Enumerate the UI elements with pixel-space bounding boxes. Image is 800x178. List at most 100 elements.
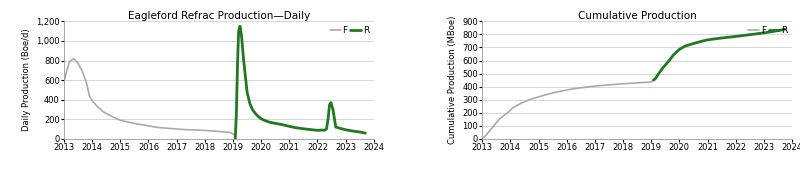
F — [626, 82, 636, 84]
F — [61, 75, 70, 77]
F — [183, 129, 193, 131]
R — [322, 128, 331, 130]
F — [59, 81, 69, 83]
R — [737, 35, 746, 37]
F — [98, 111, 108, 113]
R — [233, 64, 242, 66]
R — [680, 45, 690, 47]
F — [78, 70, 87, 72]
F — [526, 98, 535, 101]
F — [585, 86, 594, 88]
R — [276, 123, 286, 125]
R — [285, 125, 294, 127]
Legend: F, R: F, R — [748, 26, 787, 35]
F — [115, 119, 125, 121]
Line: F: F — [64, 59, 235, 135]
F — [643, 81, 653, 83]
R — [231, 113, 241, 115]
R — [338, 128, 348, 130]
Y-axis label: Daily Production (Boe/d): Daily Production (Boe/d) — [22, 29, 30, 131]
F — [602, 84, 611, 86]
F — [508, 106, 518, 109]
R — [745, 34, 754, 36]
Line: R: R — [235, 26, 366, 139]
F — [69, 57, 78, 60]
R — [307, 129, 317, 131]
F — [502, 112, 512, 114]
R — [230, 138, 240, 140]
R — [697, 40, 706, 42]
R — [674, 48, 684, 51]
F — [550, 91, 560, 93]
Title: Cumulative Production: Cumulative Production — [578, 11, 697, 21]
F — [567, 88, 577, 90]
R — [663, 61, 673, 63]
R — [767, 30, 777, 33]
F — [542, 93, 552, 96]
F — [618, 83, 628, 85]
R — [754, 33, 763, 35]
Line: F: F — [482, 80, 654, 139]
R — [234, 30, 243, 32]
R — [728, 36, 738, 38]
R — [261, 120, 270, 122]
F — [480, 135, 490, 137]
F — [85, 95, 94, 97]
F — [110, 117, 119, 119]
R — [658, 67, 667, 69]
R — [328, 108, 338, 111]
R — [265, 121, 274, 123]
R — [669, 54, 678, 56]
F — [166, 127, 176, 130]
Y-axis label: Cumulative Production (MBoe): Cumulative Production (MBoe) — [448, 16, 457, 144]
F — [649, 79, 658, 81]
F — [174, 128, 184, 130]
R — [326, 101, 336, 104]
F — [576, 87, 586, 89]
R — [313, 129, 322, 131]
R — [361, 132, 370, 134]
R — [325, 103, 334, 106]
F — [158, 127, 167, 129]
R — [298, 128, 308, 130]
F — [228, 133, 238, 135]
F — [486, 129, 495, 131]
R — [239, 59, 249, 62]
F — [494, 118, 504, 120]
R — [654, 73, 663, 75]
R — [248, 109, 258, 111]
R — [254, 116, 263, 118]
F — [62, 69, 72, 71]
R — [650, 77, 660, 80]
R — [711, 38, 721, 40]
F — [82, 82, 91, 84]
Line: R: R — [654, 29, 785, 80]
R — [702, 39, 712, 41]
F — [87, 100, 97, 102]
R — [355, 131, 365, 133]
R — [250, 112, 260, 115]
F — [104, 114, 114, 116]
F — [517, 102, 526, 104]
R — [290, 127, 300, 129]
F — [74, 62, 83, 64]
R — [720, 37, 730, 39]
R — [245, 103, 254, 105]
R — [256, 118, 266, 120]
R — [689, 43, 698, 45]
F — [200, 129, 210, 132]
Title: Eagleford Refrac Production—Daily: Eagleford Refrac Production—Daily — [128, 11, 310, 21]
F — [141, 124, 150, 126]
Legend: F, R: F, R — [330, 26, 370, 35]
F — [635, 82, 645, 84]
R — [780, 28, 790, 30]
R — [317, 129, 326, 131]
R — [649, 79, 658, 81]
F — [150, 126, 159, 128]
R — [282, 125, 291, 127]
F — [65, 61, 74, 63]
F — [230, 134, 240, 136]
F — [593, 85, 602, 87]
R — [235, 25, 245, 27]
F — [93, 106, 102, 108]
